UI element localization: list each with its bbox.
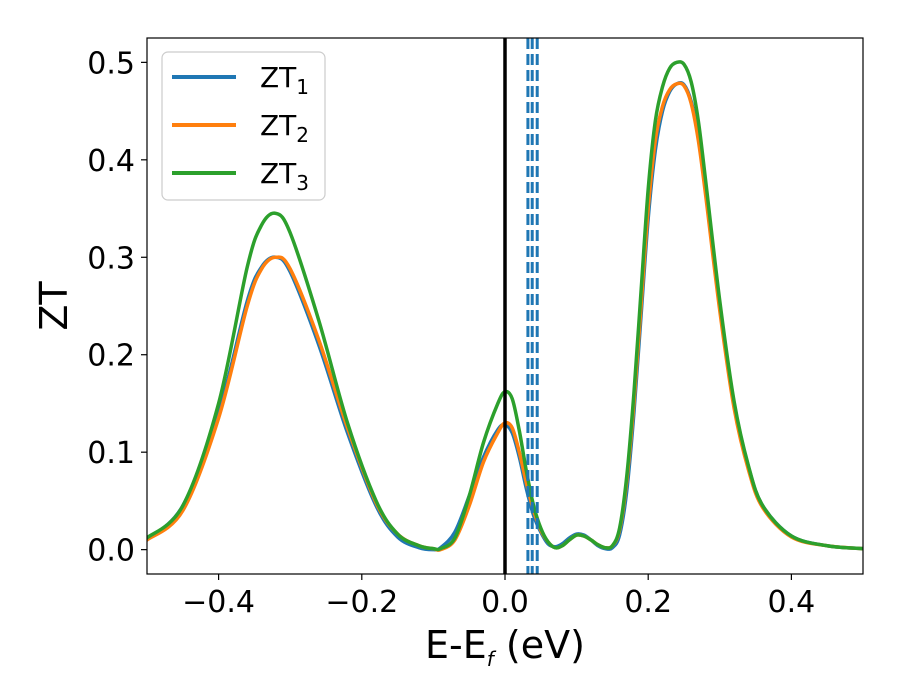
x-axis-label-subscript: f [487,647,497,671]
legend: ZT1 ZT2 ZT3 [161,51,326,201]
x-axis-label-main: E-E [425,623,487,667]
x-tick-label: 0.2 [624,585,672,620]
x-tick-label: 0.4 [768,585,816,620]
legend-entries: ZT1 ZT2 ZT3 [172,61,309,195]
legend-label-zt2: ZT2 [260,109,309,147]
x-tick-label: 0.0 [481,585,529,620]
y-axis-label: ZT [32,281,76,331]
x-tick-label: −0.2 [325,585,398,620]
legend-label-zt1: ZT1 [260,61,309,99]
x-axis-label-unit: (eV) [494,623,585,667]
y-axis-ticks: 0.0 0.1 0.2 0.3 0.4 0.5 [87,46,147,569]
x-axis-ticks: −0.4 −0.2 0.0 0.2 0.4 [182,574,815,620]
legend-box [161,51,326,201]
y-tick-label: 0.5 [87,46,135,81]
y-tick-label: 0.4 [87,144,135,179]
legend-label-zt3: ZT3 [260,157,309,195]
y-tick-label: 0.1 [87,436,135,471]
y-tick-label: 0.2 [87,339,135,374]
x-tick-label: −0.4 [182,585,255,620]
reference-lines-layer [503,38,539,574]
y-tick-label: 0.3 [87,241,135,276]
series-layer [147,60,863,552]
x-axis-label: E-Ef (eV) [425,623,585,671]
y-tick-label: 0.0 [87,534,135,569]
series-line-zt3 [147,60,863,552]
